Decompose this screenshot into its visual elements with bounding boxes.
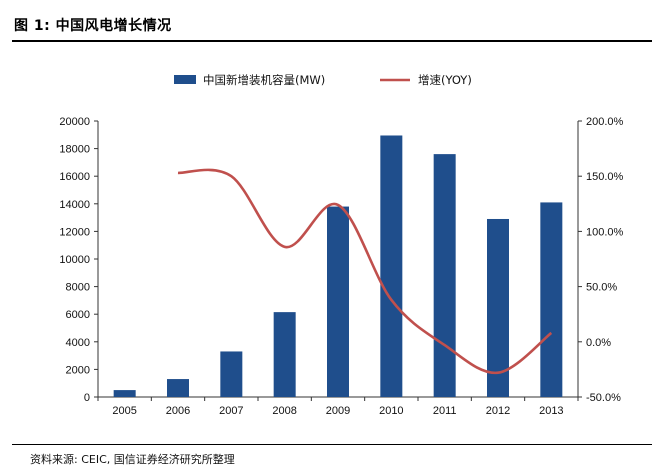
x-tick-label: 2011 <box>433 405 457 417</box>
x-tick-label: 2012 <box>486 405 510 417</box>
y-left-tick-label: 8000 <box>66 282 90 294</box>
x-tick-label: 2009 <box>326 405 350 417</box>
y-left-tick-label: 18000 <box>59 144 90 156</box>
y-right-tick-label: 200.0% <box>586 116 624 128</box>
x-tick-label: 2013 <box>539 405 563 417</box>
y-right-tick-label: 50.0% <box>586 282 617 294</box>
y-left-tick-label: 12000 <box>59 226 90 238</box>
legend-swatch-bar <box>174 75 196 84</box>
y-left-tick-label: 10000 <box>59 254 90 266</box>
source-note: 资料来源: CEIC, 国信证券经济研究所整理 <box>30 453 235 466</box>
bottom-rule <box>12 444 652 445</box>
y-left-tick-label: 14000 <box>59 199 90 211</box>
y-left-tick-label: 4000 <box>66 337 90 349</box>
y-left-tick-label: 16000 <box>59 171 90 183</box>
figure-title: 图 1: 中国风电增长情况 <box>14 18 172 34</box>
y-right-tick-label: -50.0% <box>586 392 621 404</box>
y-left-tick-label: 0 <box>84 392 90 404</box>
bar <box>220 351 243 397</box>
bar <box>113 390 136 397</box>
chart: 0 2000 4000 6000 8000 10000 12000 14000 16000 180… <box>59 73 624 417</box>
bar <box>487 218 509 397</box>
bar <box>327 206 349 397</box>
legend-label-line: 增速(YOY) <box>418 73 472 87</box>
growth-line <box>177 168 553 375</box>
x-tick-label: 2005 <box>112 405 136 417</box>
x-tick-label: 2007 <box>219 405 243 417</box>
bar <box>433 154 456 397</box>
x-tick-label: 2006 <box>166 405 190 417</box>
y-left-tick-label: 2000 <box>66 364 90 376</box>
bar <box>540 202 563 397</box>
y-left-tick-label: 6000 <box>66 309 90 321</box>
y-left-tick-label: 20000 <box>59 116 90 128</box>
x-tick-label: 2008 <box>272 405 296 417</box>
bar <box>380 135 403 398</box>
y-right-tick-label: 0.0% <box>586 337 611 349</box>
x-tick-label: 2010 <box>379 405 403 417</box>
legend-label-bar: 中国新增装机容量(MW) <box>203 73 325 87</box>
y-right-tick-label: 150.0% <box>586 171 624 183</box>
bar <box>273 312 296 397</box>
y-right-tick-label: 100.0% <box>586 226 624 238</box>
bar <box>167 379 189 397</box>
top-rule <box>12 40 652 42</box>
